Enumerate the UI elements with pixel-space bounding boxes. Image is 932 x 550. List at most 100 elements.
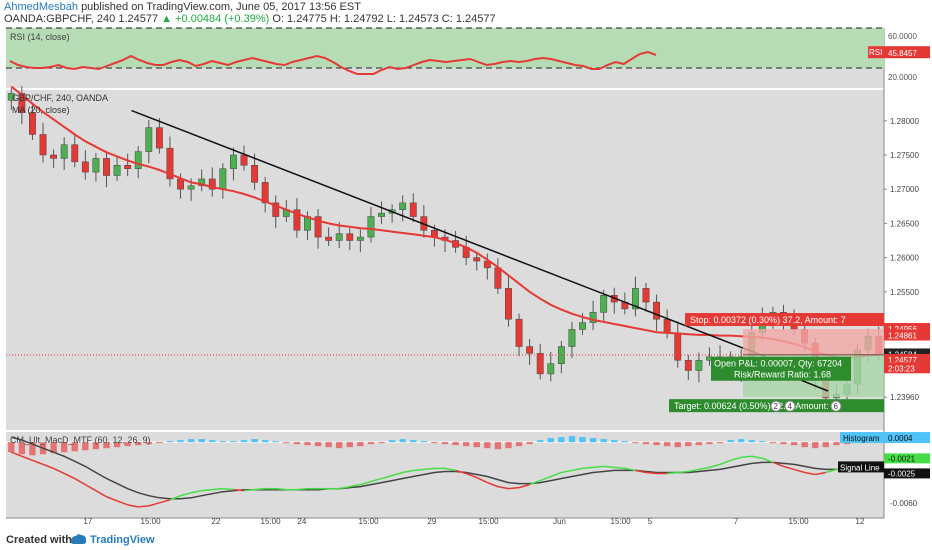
candle: [166, 147, 174, 180]
macd-fast-line: [296, 487, 308, 491]
time-tick: 17: [83, 517, 92, 526]
price-tag: [884, 362, 930, 374]
macd-panel: [6, 432, 884, 518]
candle: [346, 233, 354, 241]
macd-fast-line: [212, 487, 223, 491]
macd-fast-line: [222, 487, 234, 491]
rsi-value-tag: [884, 46, 930, 59]
candle: [7, 93, 15, 101]
fast-value: -0.0021: [888, 454, 916, 463]
fast-value-tag: [884, 453, 930, 464]
candle: [356, 236, 364, 241]
macd-tick: -0.0060: [890, 499, 918, 508]
macd-fast-line: [529, 479, 541, 486]
macd-fast-line: [413, 468, 424, 472]
candle: [240, 154, 248, 166]
macd-fast-line: [159, 499, 171, 504]
macd-fast-line: [571, 467, 583, 472]
macd-histogram-bar: [8, 442, 15, 453]
macd-histogram-bar: [632, 442, 639, 444]
macd-fast-line: [635, 469, 647, 474]
candle: [230, 154, 237, 169]
time-tick: 15:00: [261, 517, 282, 526]
candle: [71, 144, 79, 163]
macd-histogram-bar: [462, 442, 470, 447]
price-tag-label: 2:03:23: [888, 364, 915, 373]
candle: [631, 288, 639, 310]
event-badge-number: 4: [788, 402, 793, 411]
macd-fast-line: [698, 466, 710, 471]
event-badge: [770, 400, 782, 412]
candle: [684, 359, 692, 371]
time-tick: 22: [211, 517, 220, 526]
signal-tag: [838, 461, 884, 473]
macd-fast-line: [444, 467, 456, 472]
macd-histogram-bar: [209, 440, 216, 443]
macd-fast-line: [624, 467, 636, 472]
chart-canvas[interactable]: RSI (14, close) 60.0000 20.0000 RSI 45.8457 S…: [0, 0, 932, 528]
macd-histogram-bar: [166, 441, 174, 443]
candle: [663, 318, 671, 334]
macd-fast-line: [423, 467, 435, 471]
price-tick: 1.27500: [890, 151, 919, 160]
macd-histogram-bar: [399, 439, 406, 443]
signal-value: -0.0025: [888, 469, 916, 478]
histogram-value-tag: [884, 432, 930, 444]
rsi-value-flag: [868, 46, 884, 59]
candle: [409, 202, 417, 217]
candle: [378, 212, 385, 217]
macd-histogram-bar: [843, 442, 851, 445]
macd-fast-line: [106, 496, 118, 502]
macd-histogram-bar: [156, 442, 163, 444]
macd-fast-line: [127, 504, 139, 508]
macd-histogram-bar: [420, 441, 428, 443]
tradingview-brand[interactable]: TradingView: [90, 534, 155, 546]
macd-histogram-bar: [441, 442, 449, 445]
macd-fast-line: [614, 466, 625, 470]
macd-histogram-bar: [103, 442, 110, 449]
candle: [124, 165, 132, 169]
macd-histogram-bar: [82, 442, 89, 451]
candle: [505, 288, 512, 320]
macd-histogram-bar: [547, 438, 554, 443]
macd-histogram-bar: [790, 442, 798, 446]
time-tick: Jun: [553, 517, 566, 526]
price-tick: 1.26000: [890, 254, 919, 263]
last-price: 1.24577: [118, 13, 159, 25]
price-tag: [884, 329, 930, 341]
symbol-line: OANDA:GBPCHF, 240 1.24577 ▲ +0.00484 (+0…: [4, 13, 496, 26]
macd-title: CM_Ult_MacD_MTF (60, 12, 26, 9): [10, 435, 151, 445]
candle: [39, 134, 47, 156]
created-with-text: Created with: [6, 534, 73, 546]
candle: [219, 168, 227, 190]
publish-line: AhmedMesbah published on TradingView.com…: [4, 1, 361, 14]
candle: [177, 178, 184, 190]
macd-histogram-bar: [367, 442, 375, 445]
macd-fast-line: [138, 505, 149, 508]
macd-histogram-bar: [812, 442, 819, 449]
macd-fast-line: [772, 461, 784, 468]
macd-histogram-bar: [187, 439, 195, 443]
macd-histogram-bar: [621, 441, 629, 443]
time-tick: 15:00: [141, 517, 162, 526]
candle: [568, 329, 576, 347]
event-badge: [784, 400, 796, 412]
macd-fast-line: [370, 477, 382, 483]
pnl-label-bg: [711, 356, 851, 381]
time-tick: 15:00: [789, 517, 810, 526]
macd-histogram-bar: [653, 442, 660, 446]
rsi-tick: 20.0000: [888, 73, 917, 82]
macd-histogram-bar: [71, 442, 78, 452]
candle: [494, 267, 502, 289]
macd-fast-line: [275, 487, 287, 491]
macd-fast-line: [360, 480, 372, 486]
macd-fast-line: [391, 471, 403, 477]
candle: [113, 165, 121, 176]
author-link[interactable]: AhmedMesbah: [4, 1, 78, 13]
macd-histogram-bar: [727, 440, 734, 443]
footer: Created with TradingView: [0, 528, 932, 550]
macd-fast-line: [180, 491, 192, 497]
candle: [335, 233, 343, 241]
macd-histogram-bar: [124, 442, 131, 447]
event-badge: [830, 400, 842, 412]
